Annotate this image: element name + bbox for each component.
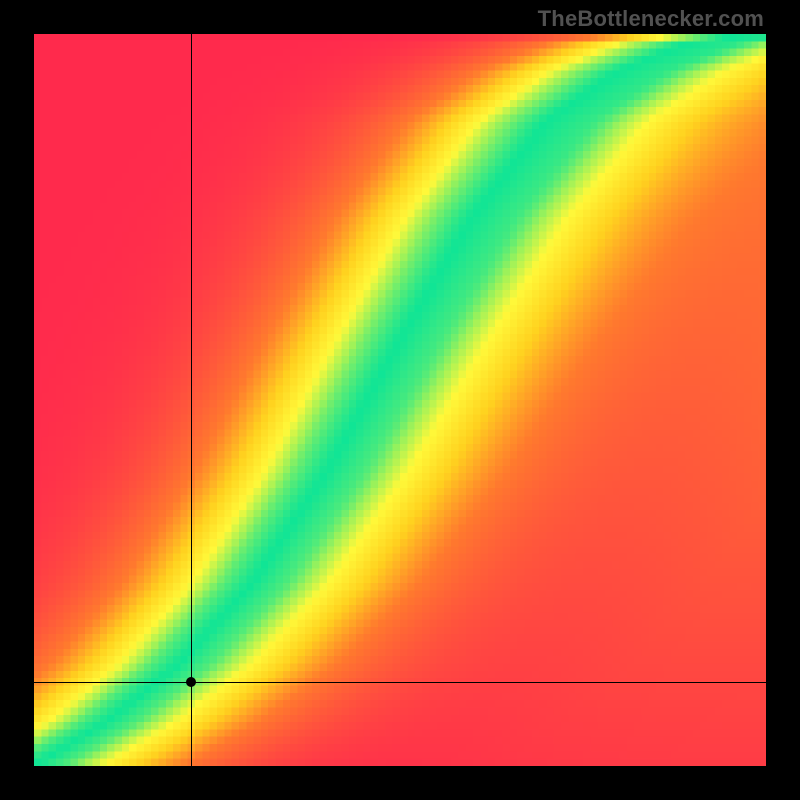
crosshair-vertical	[191, 34, 192, 766]
heatmap-plot	[34, 34, 766, 766]
heatmap-canvas	[34, 34, 766, 766]
watermark-text: TheBottlenecker.com	[538, 6, 764, 32]
crosshair-horizontal	[34, 682, 766, 683]
chart-frame: TheBottlenecker.com	[0, 0, 800, 800]
